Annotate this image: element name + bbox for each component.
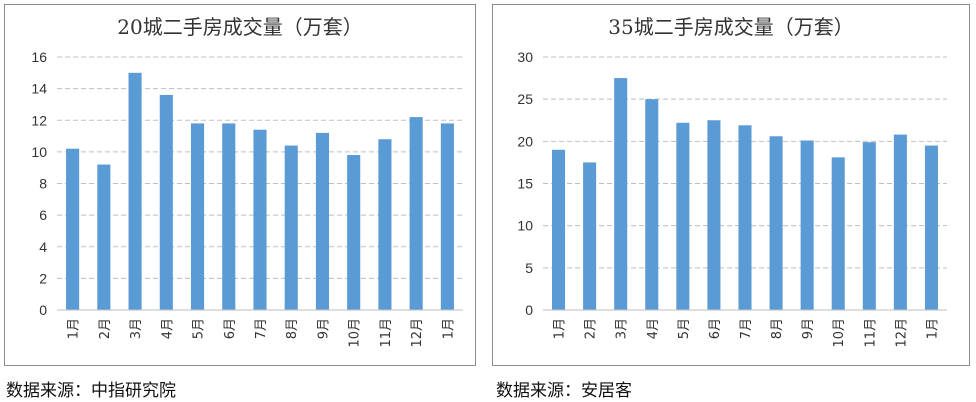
x-tick-label: 4月 — [160, 318, 175, 339]
x-tick-label: 8月 — [285, 318, 300, 339]
x-tick-label: 11月 — [863, 318, 878, 348]
x-tick-label: 12月 — [410, 318, 425, 348]
y-tick-label: 25 — [517, 91, 533, 107]
bar — [583, 162, 597, 310]
bar — [707, 120, 721, 310]
bar — [645, 99, 659, 311]
bar — [831, 157, 845, 310]
y-tick-label: 12 — [31, 112, 47, 128]
bar — [159, 94, 173, 310]
x-tick-label: 5月 — [192, 318, 207, 339]
bar-chart-right: 0 5 10 15 20 25 30 1月 2月 3月 4月 5月 6月 7月 8月 9月 10月 11月 12月 1… — [517, 49, 947, 348]
bar — [800, 140, 814, 310]
bar — [347, 155, 361, 310]
x-tick-label: 1月 — [925, 318, 940, 339]
y-tick-label: 20 — [517, 133, 533, 149]
x-tick-label: 11月 — [379, 318, 394, 348]
bar — [253, 129, 267, 310]
x-tick-label: 6月 — [708, 318, 723, 339]
bar — [284, 145, 298, 310]
y-tick-label: 6 — [39, 207, 47, 223]
y-tick-label: 10 — [517, 218, 533, 234]
y-tick-label: 8 — [39, 176, 47, 192]
bar — [440, 123, 454, 310]
y-tick-label: 15 — [517, 176, 533, 192]
source-note-left: 数据来源：中指研究院 — [6, 381, 176, 401]
bar — [552, 149, 566, 310]
bar — [862, 142, 876, 310]
x-tick-label: 6月 — [223, 318, 238, 339]
bar — [769, 136, 783, 310]
x-tick-label: 10月 — [348, 318, 363, 348]
x-tick-label: 12月 — [894, 318, 909, 348]
bar — [66, 148, 80, 310]
bar — [738, 125, 752, 310]
bar — [893, 134, 907, 310]
bar-chart-left: 0 2 4 6 8 10 12 14 16 1月 2月 3月 4月 5月 6月 7月 8月 9月 10月 11月 12月… — [31, 49, 463, 348]
y-tick-label: 30 — [517, 49, 533, 65]
x-tick-label: 2月 — [98, 318, 113, 339]
x-tick-label: 3月 — [129, 318, 144, 339]
bar — [924, 145, 938, 310]
source-note-right: 数据来源：安居客 — [496, 381, 632, 401]
bar — [378, 139, 392, 310]
bar — [676, 122, 690, 310]
bar — [222, 123, 236, 310]
chart-panel-left: 20城二手房成交量（万套） 0 2 4 6 8 10 12 14 16 1月 2月 3月 4月 5月 6月 7… — [4, 4, 476, 366]
y-tick-label: 0 — [525, 302, 533, 318]
x-tick-label: 7月 — [739, 318, 754, 339]
y-tick-label: 10 — [31, 144, 47, 160]
y-tick-label: 16 — [31, 49, 47, 65]
x-tick-label: 1月 — [67, 318, 82, 339]
y-tick-label: 2 — [39, 270, 47, 286]
chart-panel-right: 35城二手房成交量（万套） 0 5 10 15 20 25 30 1月 2月 3月 4月 5月 6月 7月… — [492, 4, 970, 366]
x-tick-label: 4月 — [646, 318, 661, 339]
x-tick-label: 2月 — [584, 318, 599, 339]
y-tick-label: 5 — [525, 260, 533, 276]
bar — [409, 117, 423, 311]
bar — [315, 132, 330, 310]
y-tick-label: 0 — [39, 302, 47, 318]
y-tick-label: 14 — [31, 81, 47, 97]
x-tick-label: 7月 — [254, 318, 269, 339]
x-tick-label: 1月 — [553, 318, 568, 339]
bar — [614, 78, 628, 310]
x-tick-label: 9月 — [801, 318, 816, 339]
x-tick-label: 8月 — [770, 318, 785, 339]
chart-title-right: 35城二手房成交量（万套） — [608, 15, 854, 39]
bar — [97, 164, 111, 310]
y-tick-label: 4 — [39, 239, 47, 255]
chart-title-left: 20城二手房成交量（万套） — [117, 15, 363, 39]
x-tick-label: 9月 — [316, 318, 331, 339]
x-tick-label: 3月 — [615, 318, 630, 339]
x-tick-label: 5月 — [677, 318, 692, 339]
x-tick-label: 10月 — [832, 318, 847, 348]
bar — [190, 123, 205, 310]
x-tick-label: 1月 — [441, 318, 456, 339]
bar — [128, 72, 142, 310]
